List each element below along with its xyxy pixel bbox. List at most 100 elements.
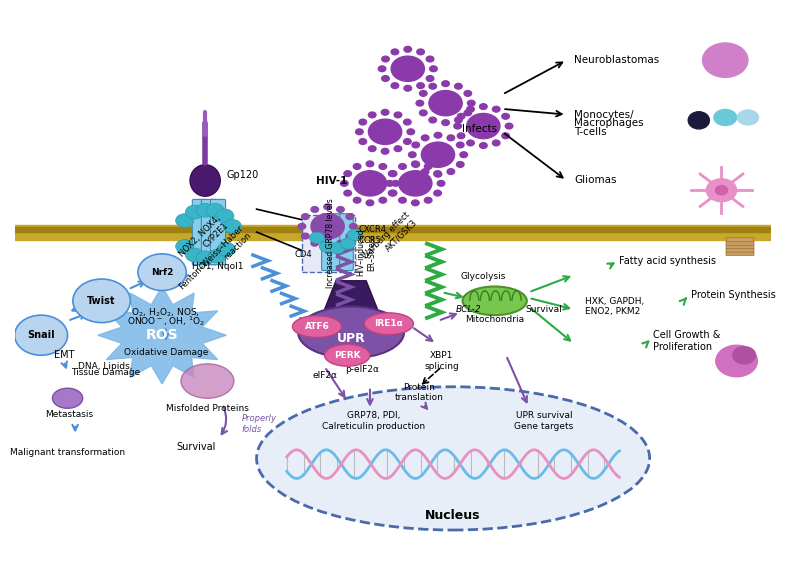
Text: Mitochondria: Mitochondria [465, 315, 524, 324]
FancyBboxPatch shape [210, 199, 225, 265]
Circle shape [403, 139, 411, 144]
FancyBboxPatch shape [202, 199, 217, 265]
Text: Nrf2: Nrf2 [151, 268, 173, 277]
Text: Survival: Survival [176, 442, 216, 452]
Text: Increased GRP78 levels: Increased GRP78 levels [326, 199, 335, 288]
Circle shape [320, 241, 335, 252]
Circle shape [359, 119, 366, 125]
Circle shape [447, 135, 455, 141]
Circle shape [404, 46, 411, 52]
Circle shape [403, 119, 411, 125]
Ellipse shape [732, 347, 755, 364]
Text: Properly
folds: Properly folds [241, 414, 276, 434]
Circle shape [298, 223, 305, 229]
Circle shape [379, 197, 387, 203]
Circle shape [467, 140, 475, 146]
Circle shape [337, 207, 344, 213]
Circle shape [394, 146, 402, 151]
Text: Oxidative Damage: Oxidative Damage [123, 348, 208, 357]
Text: EMT: EMT [54, 350, 74, 360]
Circle shape [366, 161, 373, 167]
Text: CXCR4: CXCR4 [358, 225, 387, 234]
Circle shape [456, 162, 464, 167]
Circle shape [359, 139, 366, 144]
Circle shape [346, 214, 354, 219]
Circle shape [441, 120, 449, 125]
Circle shape [501, 113, 509, 119]
Circle shape [419, 110, 427, 116]
Circle shape [344, 190, 351, 196]
Text: Nucleus: Nucleus [426, 509, 481, 522]
Ellipse shape [716, 345, 758, 377]
Circle shape [433, 190, 441, 196]
FancyBboxPatch shape [192, 199, 207, 265]
Ellipse shape [298, 307, 404, 358]
Circle shape [337, 240, 344, 246]
Text: Gp120: Gp120 [226, 170, 259, 180]
Text: ATF6: ATF6 [305, 322, 330, 331]
Circle shape [379, 164, 387, 170]
FancyBboxPatch shape [302, 215, 355, 272]
Circle shape [412, 162, 419, 167]
Circle shape [196, 251, 214, 265]
Text: GRP78, PDI,
Calreticulin production: GRP78, PDI, Calreticulin production [322, 411, 426, 431]
Circle shape [479, 104, 487, 109]
Circle shape [346, 233, 354, 239]
Ellipse shape [256, 387, 649, 530]
Circle shape [176, 240, 194, 253]
Text: NOX2, NOX4,
CYP2E1: NOX2, NOX4, CYP2E1 [178, 213, 230, 266]
Circle shape [501, 133, 509, 139]
Circle shape [460, 152, 467, 158]
Circle shape [340, 238, 356, 249]
Circle shape [356, 129, 363, 135]
Text: T-cells: T-cells [574, 127, 607, 137]
Circle shape [391, 56, 425, 81]
Circle shape [419, 91, 427, 96]
Circle shape [430, 66, 437, 72]
Circle shape [422, 168, 429, 174]
Circle shape [216, 209, 234, 223]
Circle shape [407, 129, 414, 135]
Text: Fenton–Weiss–Haber
reaction: Fenton–Weiss–Haber reaction [177, 223, 253, 299]
Circle shape [399, 197, 407, 203]
Ellipse shape [714, 109, 736, 125]
Text: PERK: PERK [334, 351, 361, 360]
Polygon shape [98, 286, 226, 384]
Text: Protein
translation: Protein translation [395, 383, 444, 402]
Circle shape [464, 91, 471, 96]
Circle shape [455, 117, 462, 123]
FancyBboxPatch shape [15, 227, 770, 232]
Circle shape [392, 180, 399, 186]
Text: Twist: Twist [87, 296, 115, 306]
Text: HO1, Nqol1: HO1, Nqol1 [192, 262, 244, 271]
Circle shape [429, 84, 437, 89]
Circle shape [354, 171, 387, 196]
Circle shape [381, 148, 389, 154]
Circle shape [411, 200, 419, 206]
Circle shape [417, 83, 425, 88]
Circle shape [389, 171, 397, 176]
Text: Macrophages: Macrophages [574, 118, 644, 128]
Text: Misfolded Proteins: Misfolded Proteins [166, 404, 249, 413]
Polygon shape [324, 281, 377, 309]
Text: ROS: ROS [146, 328, 179, 342]
Text: IRE1α: IRE1α [374, 319, 403, 328]
Circle shape [479, 143, 487, 148]
Text: eIF2α: eIF2α [312, 371, 337, 380]
Circle shape [434, 132, 441, 138]
Text: Fatty acid synthesis: Fatty acid synthesis [619, 256, 717, 266]
Circle shape [505, 123, 513, 129]
Text: Cell Growth &
Proliferation: Cell Growth & Proliferation [653, 330, 721, 352]
Circle shape [456, 142, 464, 148]
Circle shape [186, 205, 203, 219]
Text: O$_2$, H$_2$O$_2$, NOS,: O$_2$, H$_2$O$_2$, NOS, [131, 306, 200, 319]
FancyBboxPatch shape [726, 252, 754, 256]
Circle shape [399, 164, 407, 170]
Circle shape [347, 229, 362, 241]
Circle shape [416, 100, 424, 106]
Circle shape [15, 315, 67, 355]
Circle shape [457, 133, 465, 139]
FancyBboxPatch shape [726, 241, 754, 245]
Text: Malignant transformation: Malignant transformation [10, 448, 125, 457]
Circle shape [417, 49, 425, 55]
